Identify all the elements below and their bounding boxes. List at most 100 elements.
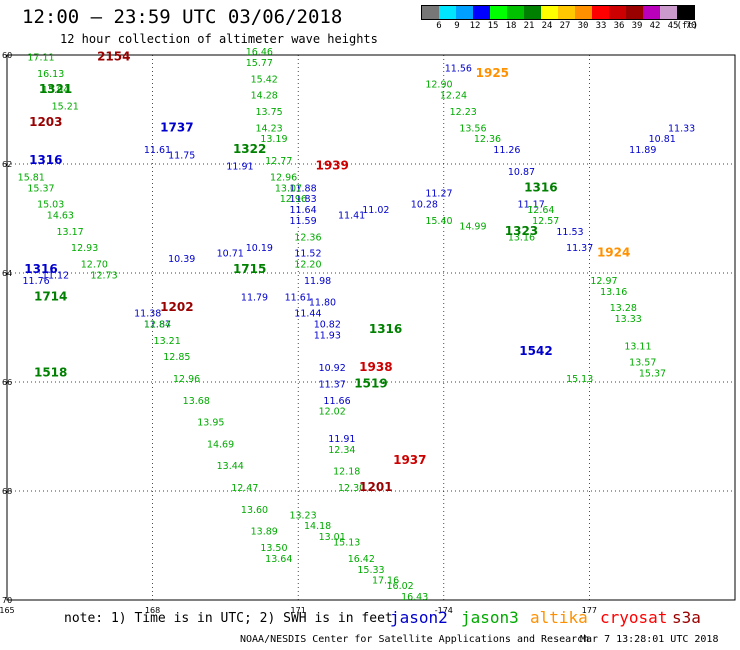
legend-tick-label: 9 bbox=[454, 21, 460, 31]
pass-time-label: 1737 bbox=[160, 120, 193, 134]
pass-time-label: 1519 bbox=[354, 376, 387, 390]
pass-time-label: 1316 bbox=[524, 180, 557, 194]
wave-height-label: 11.33 bbox=[668, 123, 695, 134]
legend-swatch bbox=[456, 6, 473, 19]
wave-height-label: 15.03 bbox=[37, 200, 64, 211]
latitude-label: 60 bbox=[2, 51, 12, 60]
wave-height-label: 16.02 bbox=[387, 581, 414, 592]
wave-height-label: 11.26 bbox=[493, 145, 520, 156]
wave-height-label: 11.52 bbox=[294, 249, 321, 260]
pass-time-label: 1714 bbox=[34, 289, 67, 303]
wave-height-label: 13.11 bbox=[624, 341, 651, 352]
pass-time-label: 1924 bbox=[597, 246, 630, 260]
wave-height-label: 17.16 bbox=[372, 576, 399, 587]
wave-height-label: 11.44 bbox=[294, 309, 321, 320]
pass-time-label: 1518 bbox=[34, 366, 67, 380]
longitude-label: 168 bbox=[145, 606, 160, 615]
wave-height-label: 15.33 bbox=[357, 565, 384, 576]
legend-swatch bbox=[626, 6, 643, 19]
wave-height-label: 13.01 bbox=[319, 532, 346, 543]
wave-height-label: 11.56 bbox=[445, 63, 472, 74]
pass-time-label: 1316 bbox=[369, 322, 402, 336]
legend-swatch bbox=[609, 6, 626, 19]
legend-swatch bbox=[422, 6, 439, 19]
wave-height-label: 11.93 bbox=[314, 330, 341, 341]
latitude-label: 62 bbox=[2, 160, 12, 169]
wave-height-label: 16.46 bbox=[246, 47, 273, 58]
wave-height-label: 11.76 bbox=[23, 276, 50, 287]
wave-height-label: 15.37 bbox=[639, 369, 666, 380]
wave-height-label: 11.80 bbox=[309, 298, 336, 309]
longitude-label: 177 bbox=[582, 606, 597, 615]
wave-height-label: 12.30 bbox=[338, 483, 365, 494]
legend-swatch bbox=[660, 6, 677, 19]
wave-height-label: 12.97 bbox=[590, 276, 617, 287]
wave-height-label: 13.50 bbox=[260, 543, 287, 554]
wave-height-label: 13.64 bbox=[265, 554, 292, 565]
pass-time-label: 1201 bbox=[359, 480, 392, 494]
wave-height-label: 14.99 bbox=[459, 221, 486, 232]
wave-height-label: 13.44 bbox=[217, 461, 244, 472]
legend-tick-label: 15 bbox=[487, 21, 499, 31]
wave-height-label: 11.88 bbox=[289, 183, 316, 194]
pass-time-label: 1937 bbox=[393, 453, 426, 467]
wave-height-label: 11.61 bbox=[144, 145, 171, 156]
wave-height-label: 12.36 bbox=[294, 232, 321, 243]
wave-height-label: 16.42 bbox=[348, 554, 375, 565]
wave-height-label: 13.95 bbox=[197, 418, 224, 429]
wave-height-label: 12.84 bbox=[144, 320, 171, 331]
pass-time-label: 1202 bbox=[160, 300, 193, 314]
satellite-legend-jason3: jason3 bbox=[461, 608, 519, 627]
wave-height-label: 17.11 bbox=[27, 52, 54, 63]
wave-height-label: 16.43 bbox=[401, 592, 428, 603]
wave-height-label: 13.28 bbox=[610, 303, 637, 314]
wave-height-label: 10.82 bbox=[314, 320, 341, 331]
wave-height-label: 11.41 bbox=[338, 211, 365, 222]
pass-time-label: 1323 bbox=[505, 224, 538, 238]
wave-height-label: 12.02 bbox=[319, 407, 346, 418]
pass-time-label: 1321 bbox=[39, 82, 72, 96]
wave-height-label: 12.77 bbox=[265, 156, 292, 167]
legend-tick-label: 21 bbox=[523, 21, 535, 31]
legend-tick-label: 24 bbox=[541, 21, 553, 31]
map-subtitle: 12 hour collection of altimeter wave hei… bbox=[60, 32, 378, 46]
wave-height-label: 15.77 bbox=[246, 58, 273, 69]
legend-swatch bbox=[677, 6, 694, 19]
legend-swatch bbox=[643, 6, 660, 19]
wave-height-label: 15.94 bbox=[42, 85, 69, 96]
wave-height-label: 15.13 bbox=[566, 374, 593, 385]
wave-height-label: 10.81 bbox=[649, 134, 676, 145]
wave-height-label: 15.81 bbox=[18, 172, 45, 183]
legend-tick-label: 18 bbox=[505, 21, 517, 31]
wave-height-label: 12.36 bbox=[474, 134, 501, 145]
wave-height-label: 14.23 bbox=[255, 123, 282, 134]
wave-height-label: 12.18 bbox=[333, 467, 360, 478]
wave-height-label: 12.23 bbox=[450, 107, 477, 118]
wave-height-label: 13.16 bbox=[600, 287, 627, 298]
legend-swatch bbox=[473, 6, 490, 19]
legend-tick-label: 30 bbox=[577, 21, 589, 31]
wave-height-label: 13.16 bbox=[508, 232, 535, 243]
wave-height-label: 11.37 bbox=[319, 379, 346, 390]
wave-height-label: 15.13 bbox=[333, 538, 360, 549]
credit-text: NOAA/NESDIS Center for Satellite Applica… bbox=[240, 634, 590, 645]
footer-note: note: 1) Time is in UTC; 2) SWH is in fe… bbox=[64, 611, 393, 626]
wave-height-label: 13.68 bbox=[183, 396, 210, 407]
wave-height-label: 14.28 bbox=[251, 91, 278, 102]
wave-height-label: 13.33 bbox=[615, 314, 642, 325]
wave-height-label: 12.90 bbox=[425, 80, 452, 91]
legend-tick-label: 12 bbox=[469, 21, 481, 31]
wave-height-label: 11.37 bbox=[566, 243, 593, 254]
wave-height-label: 13.21 bbox=[154, 336, 181, 347]
wave-height-label: 11.27 bbox=[425, 189, 452, 200]
legend-swatch bbox=[592, 6, 609, 19]
wave-height-label: 13.56 bbox=[459, 123, 486, 134]
wave-height-label: 13.89 bbox=[251, 527, 278, 538]
wave-height-label: 12.64 bbox=[527, 205, 554, 216]
wave-height-label: 12.96 bbox=[173, 374, 200, 385]
wave-height-label: 13.19 bbox=[260, 134, 287, 145]
legend-swatch bbox=[490, 6, 507, 19]
wave-height-label: 11.61 bbox=[285, 292, 312, 303]
wave-height-label: 11.83 bbox=[289, 194, 316, 205]
